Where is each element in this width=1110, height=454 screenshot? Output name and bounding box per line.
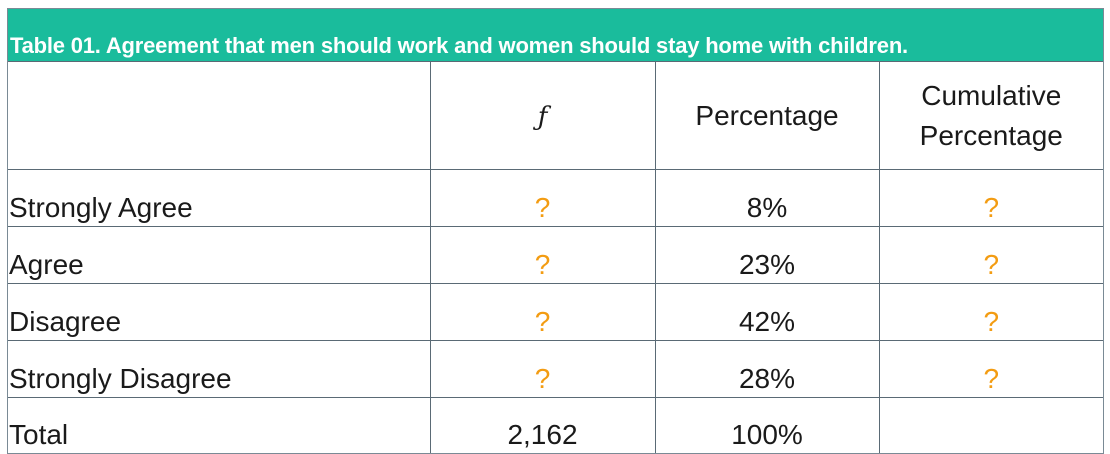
row-label: Disagree — [8, 283, 431, 341]
header-cumulative-percentage: Cumulative Percentage — [878, 62, 1103, 170]
cumulative-cell: ? — [878, 226, 1103, 284]
cumulative-cell: ? — [878, 169, 1103, 227]
header-cumulative-line1: Cumulative — [921, 80, 1062, 112]
frequency-table-grid: ƒ Percentage Cumulative Percentage Stron… — [8, 62, 1103, 453]
row-label: Strongly Agree — [8, 169, 431, 227]
header-frequency: ƒ — [429, 62, 656, 170]
table-row: Disagree ? 42% ? — [8, 283, 1103, 341]
row-label: Agree — [8, 226, 431, 284]
total-row: Total 2,162 100% — [8, 397, 1103, 453]
percentage-cell: 23% — [654, 226, 880, 284]
frequency-symbol: ƒ — [537, 101, 548, 132]
frequency-cell: ? — [429, 169, 656, 227]
frequency-table: Table 01. Agreement that men should work… — [7, 8, 1104, 454]
percentage-cell: 28% — [654, 340, 880, 398]
header-label-cell — [8, 62, 431, 170]
table-row: Agree ? 23% ? — [8, 226, 1103, 284]
header-cumulative-line2: Percentage — [919, 119, 1063, 151]
frequency-cell: ? — [429, 283, 656, 341]
total-frequency: 2,162 — [429, 397, 656, 453]
cumulative-cell: ? — [878, 340, 1103, 398]
frequency-cell: ? — [429, 340, 656, 398]
table-row: Strongly Agree ? 8% ? — [8, 169, 1103, 227]
total-cumulative — [878, 397, 1103, 453]
percentage-cell: 42% — [654, 283, 880, 341]
total-percentage: 100% — [654, 397, 880, 453]
cumulative-cell: ? — [878, 283, 1103, 341]
header-row: ƒ Percentage Cumulative Percentage — [8, 62, 1103, 170]
frequency-cell: ? — [429, 226, 656, 284]
table-caption: Table 01. Agreement that men should work… — [8, 9, 1103, 62]
percentage-cell: 8% — [654, 169, 880, 227]
header-percentage: Percentage — [654, 62, 880, 170]
total-label: Total — [8, 397, 431, 453]
row-label: Strongly Disagree — [8, 340, 431, 398]
table-row: Strongly Disagree ? 28% ? — [8, 340, 1103, 398]
